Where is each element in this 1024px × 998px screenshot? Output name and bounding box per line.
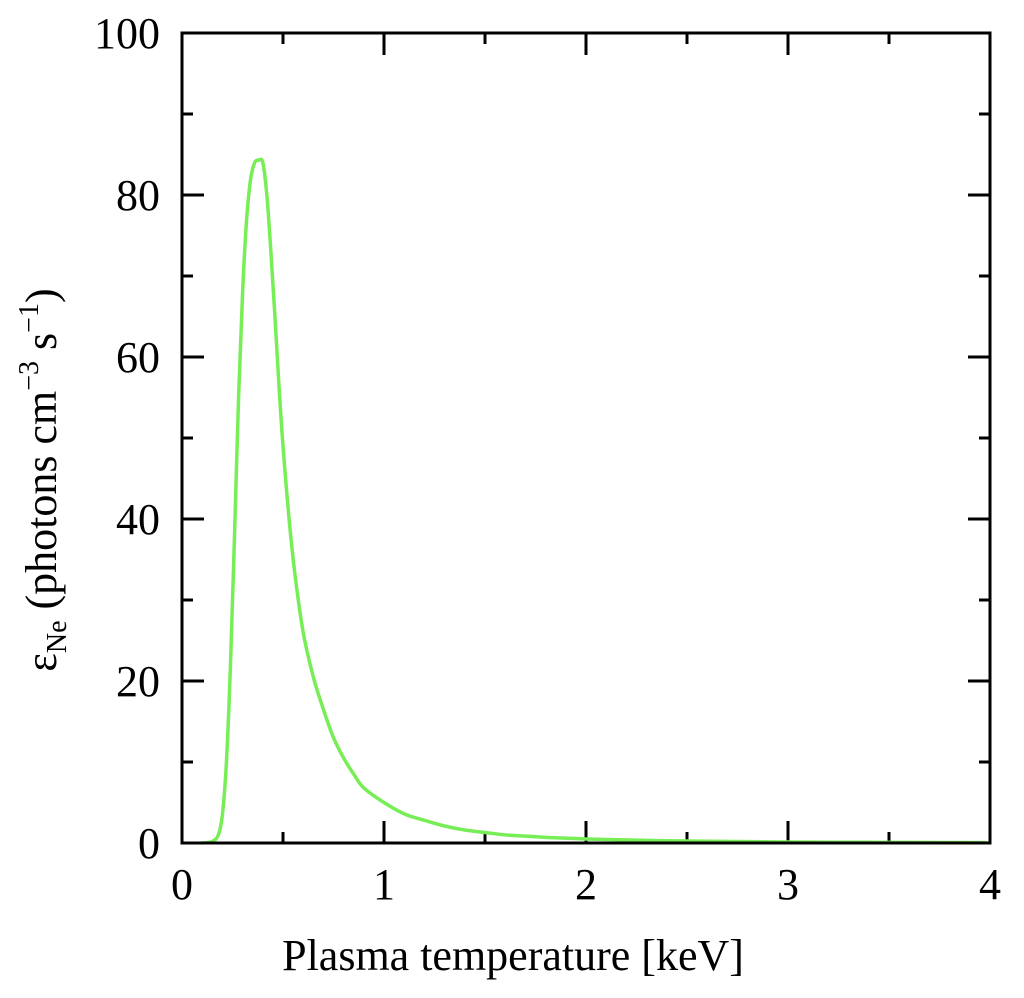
y-tick-label: 40: [116, 495, 160, 544]
y-axis-symbol: ε: [17, 653, 66, 671]
plot-frame: [180, 31, 992, 845]
y-axis-exponent-2: −1: [14, 303, 45, 333]
x-tick-label: 0: [171, 860, 193, 909]
y-tick-label: 80: [116, 171, 160, 220]
x-tick-label: 2: [575, 860, 597, 909]
series-layer: [200, 157, 988, 845]
y-tick-label: 20: [116, 657, 160, 706]
y-axis-exponent-1: −3: [14, 361, 45, 391]
y-tick-label: 0: [138, 819, 160, 868]
series-line-ne-emissivity: [200, 157, 988, 845]
y-tick-label: 60: [116, 333, 160, 382]
x-tick-label: 3: [777, 860, 799, 909]
tick-labels: 0 20 40 60 80 100 0 1 2 3 4: [94, 9, 1001, 909]
y-axis-subscript: Ne: [42, 621, 73, 654]
y-axis-prefix: (photons cm: [17, 391, 66, 621]
x-tick-label: 1: [373, 860, 395, 909]
y-axis-title: εNe (photons cm−3 s−1): [14, 288, 73, 671]
x-tick-label: 4: [979, 860, 1001, 909]
y-axis-suffix: ): [17, 288, 66, 303]
x-axis-title: Plasma temperature [keV]: [282, 931, 744, 980]
y-axis-middle: s: [17, 333, 66, 361]
y-tick-label: 100: [94, 9, 160, 58]
